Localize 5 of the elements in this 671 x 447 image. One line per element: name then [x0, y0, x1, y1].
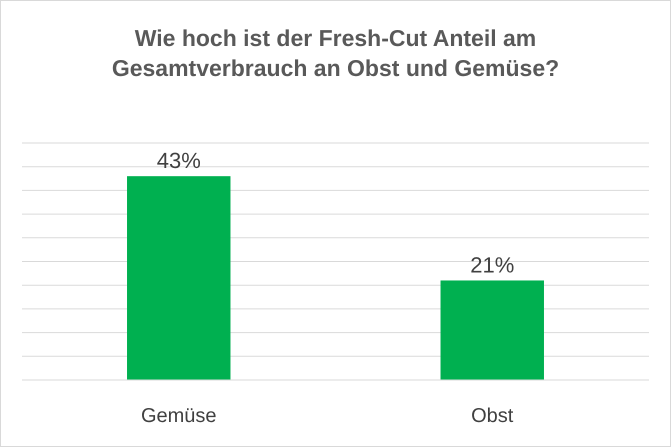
data-label: 21% — [470, 252, 514, 278]
x-tick-label: Gemüse — [140, 405, 217, 427]
x-tick-label: Obst — [471, 405, 514, 427]
data-label: 43% — [156, 148, 201, 174]
chart-title: Wie hoch ist der Fresh-Cut Anteil am Gesamtverbrauch an Obst und Gemüse? — [112, 25, 560, 81]
